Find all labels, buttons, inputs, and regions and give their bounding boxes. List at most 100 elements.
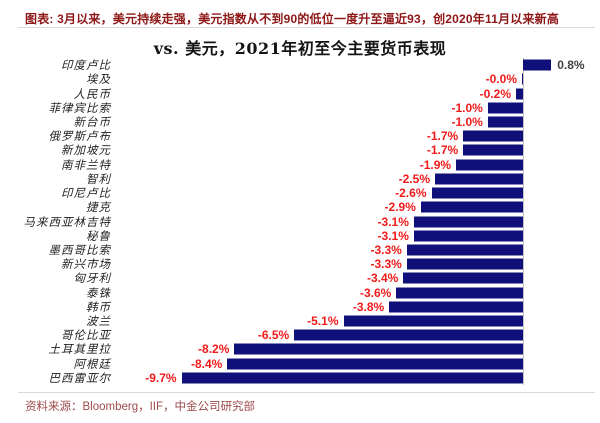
value-bar (487, 116, 523, 128)
bar-row: 韩币 -3.8% (0, 300, 600, 314)
value-label: -3.1% (377, 228, 409, 243)
value-label: -3.1% (377, 214, 409, 229)
bar-row: 人民币 -0.2% (0, 86, 600, 101)
bar-row: 俄罗斯卢布 -1.7% (0, 129, 600, 143)
value-label: -6.5% (257, 328, 290, 343)
value-bar (234, 343, 523, 355)
bar-row: 哥伦比亚 -6.5% (0, 328, 600, 342)
bar-row: 墨西哥比索 -3.3% (0, 243, 600, 257)
zero-axis-line (523, 58, 524, 385)
value-label: -9.7% (145, 370, 177, 385)
category-label: 埃及 (86, 72, 111, 87)
category-label: 捷克 (86, 200, 111, 215)
value-bar (463, 144, 523, 156)
value-bar (435, 173, 523, 185)
value-label: -8.4% (190, 356, 223, 371)
category-label: 新台币 (73, 114, 111, 129)
value-bar (181, 372, 523, 384)
value-label: -0.2% (479, 86, 511, 101)
value-bar (227, 358, 523, 370)
bar-row: 泰铢 -3.6% (0, 286, 600, 300)
value-label: -8.2% (198, 342, 230, 357)
category-label: 匈牙利 (73, 271, 111, 286)
value-label: -1.7% (426, 129, 459, 144)
value-bar (522, 73, 523, 85)
bar-row: 匈牙利 -3.4% (0, 271, 600, 285)
bar-chart: 印度卢比 0.8% 埃及 -0.0% 人民币 -0.2% 菲律宾比索 -1.0%… (0, 58, 600, 385)
value-bar (413, 216, 523, 228)
value-bar (406, 258, 523, 270)
bar-row: 新台币 -1.0% (0, 115, 600, 129)
category-label: 菲律宾比索 (48, 100, 111, 115)
value-label: -2.9% (384, 200, 416, 215)
value-label: -0.0% (485, 72, 517, 87)
top-divider (18, 27, 595, 28)
category-label: 墨西哥比索 (48, 242, 111, 257)
value-bar (523, 59, 552, 71)
category-label: 巴西雷亚尔 (48, 370, 111, 385)
bar-row: 马来西亚林吉特 -3.1% (0, 214, 600, 229)
report-header-title: 图表: 3月以来，美元持续走强，美元指数从不到90的低位一度升至逼近93，创20… (25, 12, 560, 26)
chart-title: vs. 美元，2021年初至今主要货币表现 (153, 39, 447, 58)
value-label: 0.8% (557, 58, 585, 73)
value-bar (431, 187, 523, 199)
value-label: -5.1% (307, 314, 339, 329)
bottom-divider (18, 392, 595, 393)
bar-row: 秘鲁 -3.1% (0, 229, 600, 243)
value-label: -3.3% (370, 257, 402, 272)
value-label: -1.0% (451, 100, 483, 115)
category-label: 印尼卢比 (61, 186, 111, 201)
value-bar (403, 272, 523, 284)
value-bar (389, 301, 523, 313)
category-label: 俄罗斯卢布 (48, 129, 111, 144)
value-bar (396, 287, 523, 299)
bar-row: 新加坡元 -1.7% (0, 143, 600, 157)
bar-row: 波兰 -5.1% (0, 314, 600, 328)
bar-row: 巴西雷亚尔 -9.7% (0, 371, 600, 385)
source-note: 资料来源：Bloomberg，IIF，中金公司研究部 (25, 401, 256, 413)
category-label: 南非兰特 (61, 157, 111, 172)
value-bar (343, 315, 523, 327)
value-bar (294, 329, 523, 341)
value-label: -2.5% (398, 171, 430, 186)
category-label: 智利 (86, 171, 111, 186)
bar-row: 智利 -2.5% (0, 172, 600, 186)
bar-row: 阿根廷 -8.4% (0, 357, 600, 371)
value-bar (487, 102, 523, 114)
category-label: 马来西亚林吉特 (23, 214, 111, 229)
category-label: 泰铢 (86, 285, 111, 300)
bar-row: 菲律宾比索 -1.0% (0, 101, 600, 115)
category-label: 韩币 (86, 299, 111, 314)
category-label: 新加坡元 (61, 143, 111, 158)
bar-row: 印度卢比 0.8% (0, 58, 600, 72)
value-bar (516, 88, 523, 100)
category-label: 阿根廷 (73, 356, 111, 371)
value-bar (463, 130, 523, 142)
bar-row: 埃及 -0.0% (0, 72, 600, 86)
bar-row: 土耳其里拉 -8.2% (0, 342, 600, 356)
category-label: 新兴市场 (61, 257, 111, 272)
value-bar (413, 230, 523, 242)
category-label: 印度卢比 (61, 58, 111, 73)
value-label: -1.7% (426, 143, 459, 158)
category-label: 人民币 (73, 86, 111, 101)
bar-chart-rows: 印度卢比 0.8% 埃及 -0.0% 人民币 -0.2% 菲律宾比索 -1.0%… (0, 58, 600, 385)
bar-row: 捷克 -2.9% (0, 200, 600, 214)
value-label: -3.4% (366, 271, 399, 286)
value-label: -3.8% (352, 299, 385, 314)
category-label: 波兰 (86, 314, 111, 329)
value-bar (420, 201, 523, 213)
value-label: -1.9% (419, 157, 452, 172)
category-label: 土耳其里拉 (48, 342, 111, 357)
value-label: -3.6% (359, 285, 392, 300)
value-label: -1.0% (451, 114, 483, 129)
bar-row: 南非兰特 -1.9% (0, 158, 600, 172)
category-label: 秘鲁 (86, 228, 111, 243)
bar-row: 印尼卢比 -2.6% (0, 186, 600, 200)
value-bar (456, 159, 523, 171)
value-label: -2.6% (395, 186, 427, 201)
value-label: -3.3% (370, 242, 402, 257)
category-label: 哥伦比亚 (61, 328, 111, 343)
value-bar (406, 244, 523, 256)
